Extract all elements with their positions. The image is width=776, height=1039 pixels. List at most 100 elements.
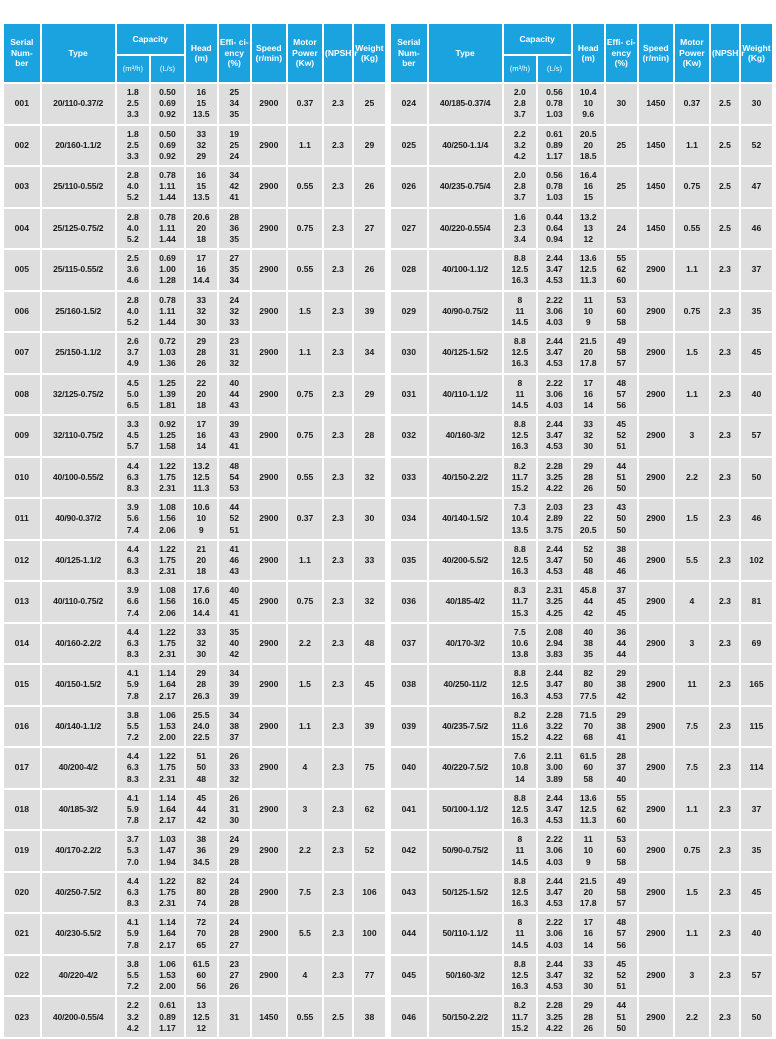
table-row: 003 25/110-0.55/2 2.8 4.0 5.2 0.78 1.11 1.4… [4,167,385,207]
table-row: 017 40/200-4/2 4.4 6.3 8.3 1.22 1.75 2.31 51… [4,748,385,788]
cell-speed: 2900 [251,831,286,871]
cell-efficiency: 44 51 50 [605,997,637,1037]
cell-type: 40/185-0.37/4 [428,84,502,124]
table-row: 037 40/170-3/2 7.5 10.6 13.8 2.08 2.94 3.83… [391,623,772,664]
cell-speed: 1450 [638,125,673,166]
cell-motor-power: 3 [674,623,709,664]
cell-type: 40/250-1.1/4 [428,125,502,166]
cell-type: 20/110-0.37/2 [41,84,115,124]
cell-efficiency: 29 38 42 [605,665,637,705]
cell-weight: 29 [353,125,385,166]
cell-weight: 30 [740,84,772,124]
cell-npsh: 2.3 [711,955,739,996]
cell-motor-power: 1.5 [674,333,709,373]
table-row: 044 50/110-1.1/2 8 11 14.5 2.22 3.06 4.03 17… [391,914,772,954]
cell-capacity-m3h: 4.4 6.3 8.3 [116,623,150,664]
cell-speed: 2900 [251,374,286,415]
cell-speed: 2900 [638,333,673,373]
cell-weight: 52 [353,831,385,871]
cell-capacity-ls: 0.92 1.25 1.58 [151,416,184,456]
cell-head: 10.4 10 9.6 [572,84,604,124]
cell-head: 16.4 16 15 [572,167,604,207]
table-row: 025 40/250-1.1/4 2.2 3.2 4.2 0.61 0.89 1.17… [391,125,772,166]
cell-type: 25/115-0.55/2 [41,250,115,290]
cell-motor-power: 1.1 [287,125,322,166]
table-row: 015 40/150-1.5/2 4.1 5.9 7.8 1.14 1.64 2.17… [4,665,385,705]
cell-motor-power: 0.75 [287,582,322,622]
cell-head: 51 50 48 [185,748,217,788]
cell-capacity-ls: 2.44 3.47 4.53 [538,872,571,913]
cell-serial-number: 003 [4,167,40,207]
cell-head: 82 80 74 [185,872,217,913]
cell-speed: 2900 [251,125,286,166]
table-row: 039 40/235-7.5/2 8.2 11.6 15.2 2.28 3.22 4.… [391,706,772,747]
cell-head: 20.6 20 18 [185,208,217,249]
cell-speed: 2900 [251,208,286,249]
cell-capacity-ls: 2.44 3.47 4.53 [538,540,571,581]
cell-capacity-m3h: 3.9 6.6 7.4 [116,582,150,622]
cell-capacity-ls: 2.44 3.47 4.53 [538,333,571,373]
cell-head: 25.5 24.0 22.5 [185,706,217,747]
cell-type: 40/110-1.1/2 [428,374,502,415]
cell-type: 32/125-0.75/2 [41,374,115,415]
cell-capacity-m3h: 7.5 10.6 13.8 [503,623,537,664]
cell-motor-power: 1.1 [674,125,709,166]
cell-efficiency: 55 62 60 [605,789,637,830]
cell-motor-power: 1.5 [674,872,709,913]
cell-speed: 2900 [251,416,286,456]
table-row: 013 40/110-0.75/2 3.9 6.6 7.4 1.08 1.56 2.0… [4,582,385,622]
table-row: 028 40/100-1.1/2 8.8 12.5 16.3 2.44 3.47 4.… [391,250,772,290]
cell-efficiency: 24 28 28 [218,872,250,913]
cell-head: 20.5 20 18.5 [572,125,604,166]
cell-npsh: 2.3 [711,748,739,788]
table-row: 002 20/160-1.1/2 1.8 2.5 3.3 0.50 0.69 0.92… [4,125,385,166]
cell-head: 29 28 26 [185,333,217,373]
right-table-body: 024 40/185-0.37/4 2.0 2.8 3.7 0.56 0.78 1.0… [391,84,772,1037]
cell-efficiency: 37 45 45 [605,582,637,622]
cell-npsh: 2.3 [324,416,352,456]
cell-serial-number: 023 [4,997,40,1037]
cell-type: 40/90-0.75/2 [428,291,502,332]
cell-capacity-m3h: 1.8 2.5 3.3 [116,84,150,124]
cell-speed: 2900 [638,748,673,788]
cell-speed: 2900 [251,250,286,290]
cell-speed: 2900 [638,623,673,664]
cell-npsh: 2.3 [711,582,739,622]
cell-efficiency: 26 31 30 [218,789,250,830]
table-row: 011 40/90-0.37/2 3.9 5.6 7.4 1.08 1.56 2.06… [4,499,385,539]
header-type: Type [428,24,502,82]
cell-head: 13.6 12.5 11.3 [572,789,604,830]
cell-capacity-ls: 1.22 1.75 2.31 [151,748,184,788]
cell-type: 40/235-0.75/4 [428,167,502,207]
table-row: 029 40/90-0.75/2 8 11 14.5 2.22 3.06 4.03 11… [391,291,772,332]
header-speed: Speed (r/min) [638,24,673,82]
cell-weight: 106 [353,872,385,913]
cell-weight: 81 [740,582,772,622]
cell-motor-power: 3 [674,416,709,456]
cell-weight: 37 [740,789,772,830]
cell-npsh: 2.3 [324,250,352,290]
cell-type: 25/110-0.55/2 [41,167,115,207]
cell-motor-power: 4 [287,955,322,996]
table-row: 014 40/160-2.2/2 4.4 6.3 8.3 1.22 1.75 2.31… [4,623,385,664]
cell-npsh: 2.3 [711,499,739,539]
cell-capacity-ls: 2.22 3.06 4.03 [538,914,571,954]
cell-head: 17 16 14 [572,914,604,954]
cell-motor-power: 2.2 [674,997,709,1037]
cell-capacity-m3h: 4.4 6.3 8.3 [116,872,150,913]
cell-head: 17 16 14.4 [185,250,217,290]
cell-type: 40/160-3/2 [428,416,502,456]
cell-efficiency: 34 42 41 [218,167,250,207]
cell-head: 61.5 60 56 [185,955,217,996]
cell-speed: 1450 [638,208,673,249]
table-row: 004 25/125-0.75/2 2.8 4.0 5.2 0.78 1.11 1.4… [4,208,385,249]
cell-npsh: 2.3 [711,250,739,290]
cell-capacity-m3h: 1.6 2.3 3.4 [503,208,537,249]
table-row: 007 25/150-1.1/2 2.6 3.7 4.9 0.72 1.03 1.36… [4,333,385,373]
table-row: 022 40/220-4/2 3.8 5.5 7.2 1.06 1.53 2.00 61… [4,955,385,996]
header-npsh: (NPSH)r [324,24,358,82]
cell-type: 40/125-1.5/2 [428,333,502,373]
cell-type: 40/250-11/2 [428,665,502,705]
cell-capacity-ls: 2.44 3.47 4.53 [538,250,571,290]
cell-head: 22 20 18 [185,374,217,415]
